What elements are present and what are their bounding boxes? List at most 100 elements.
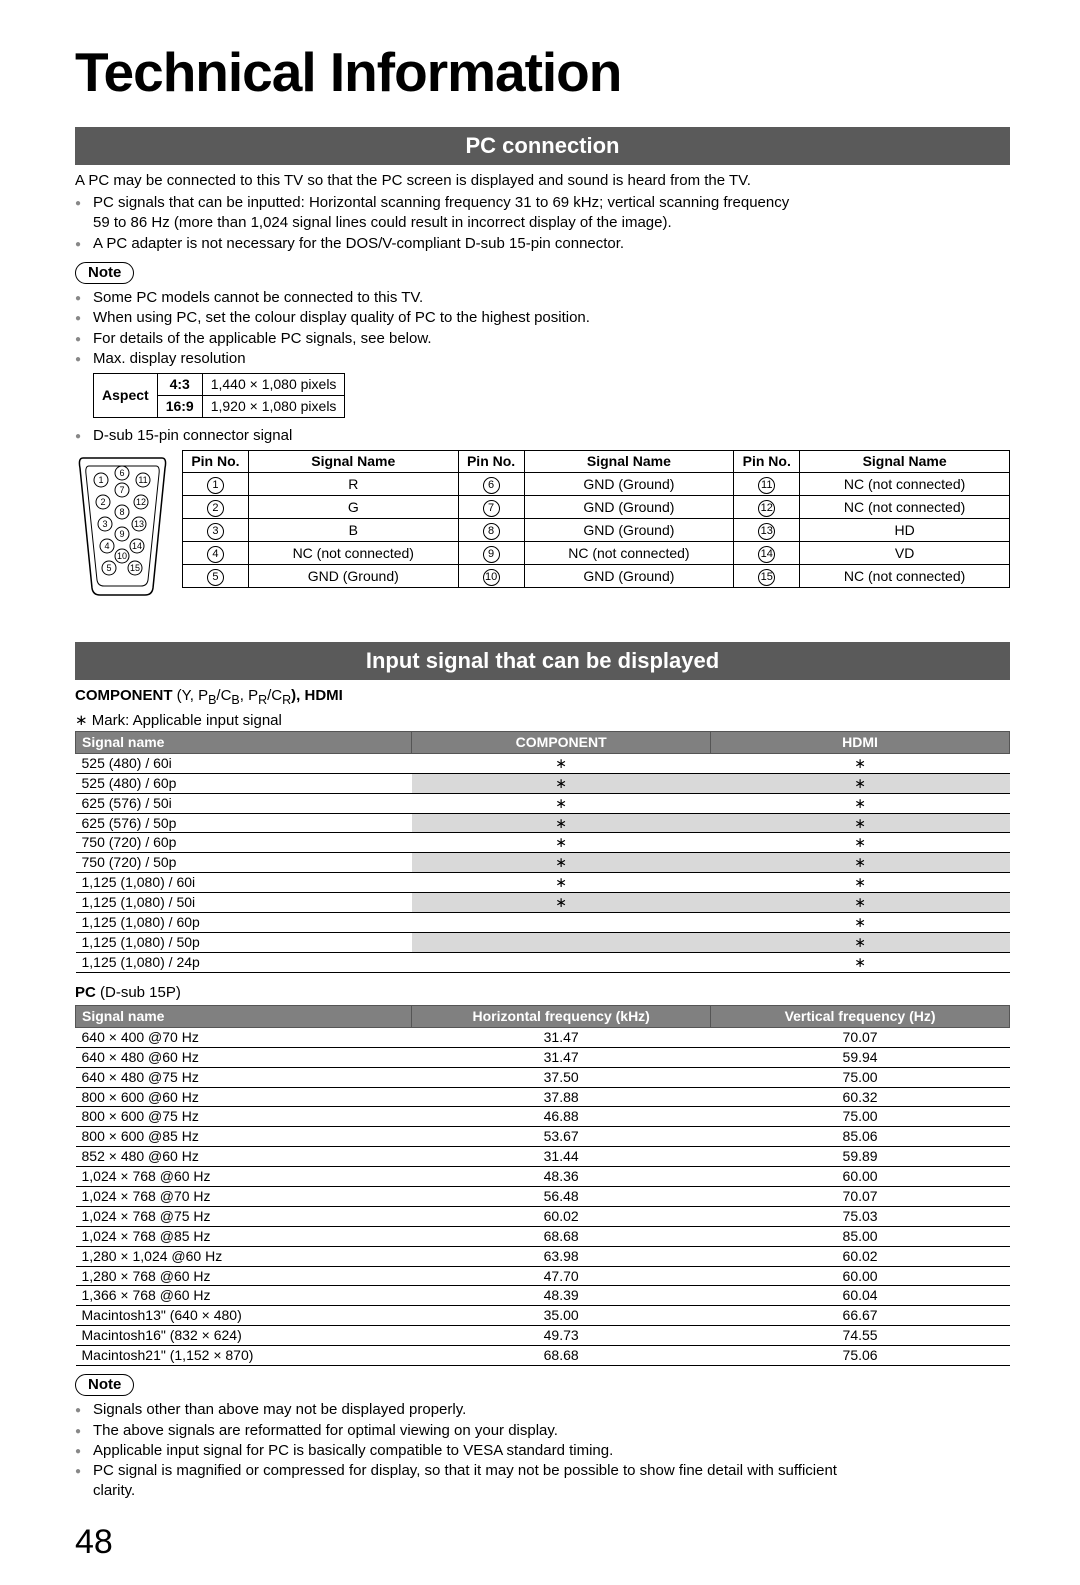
aspect-ratio-2: 16:9: [157, 396, 202, 418]
signal-row: 1,125 (1,080) / 60i∗∗: [76, 873, 1010, 893]
page-title: Technical Information: [75, 35, 1010, 109]
component-mark-cell: ∗: [412, 753, 711, 773]
signal-name-cell: NC (not connected): [800, 496, 1010, 519]
pc-vfreq-cell: 75.00: [711, 1107, 1010, 1127]
signal-row: 625 (576) / 50i∗∗: [76, 793, 1010, 813]
pc-signal-name-cell: 1,280 × 1,024 @60 Hz: [76, 1246, 412, 1266]
pin-th-2: Pin No.: [458, 451, 524, 473]
pc-signal-name-cell: Macintosh21" (1,152 × 870): [76, 1346, 412, 1366]
pin-number-cell: 3: [183, 519, 249, 542]
pc-hfreq-cell: 48.36: [412, 1167, 711, 1187]
pc-hfreq-cell: 68.68: [412, 1226, 711, 1246]
note-label-2: Note: [75, 1374, 134, 1396]
footnote-3: Applicable input signal for PC is basica…: [75, 1441, 1010, 1461]
pc-signal-row: Macintosh16" (832 × 624)49.7374.55: [76, 1326, 1010, 1346]
sig-header-component: COMPONENT: [412, 732, 711, 754]
pc-signal-row: 1,024 × 768 @70 Hz56.4870.07: [76, 1186, 1010, 1206]
pc-signal-name-cell: Macintosh13" (640 × 480): [76, 1306, 412, 1326]
bullet-pc-signals-cont: 59 to 86 Hz (more than 1,024 signal line…: [75, 213, 1010, 233]
pc-hfreq-cell: 47.70: [412, 1266, 711, 1286]
svg-text:2: 2: [100, 497, 105, 507]
aspect-res-1: 1,440 × 1,080 pixels: [202, 374, 345, 396]
pc-header-hfreq: Horizontal frequency (kHz): [412, 1005, 711, 1027]
component-mark-cell: ∗: [412, 893, 711, 913]
signal-name-cell: 625 (576) / 50p: [76, 813, 412, 833]
pin-th-3: Pin No.: [734, 451, 800, 473]
note-1: Some PC models cannot be connected to th…: [75, 288, 1010, 308]
pin-number-cell: 10: [458, 565, 524, 588]
hdmi-mark-cell: ∗: [711, 833, 1010, 853]
signal-name-cell: GND (Ground): [524, 496, 734, 519]
signal-name-cell: GND (Ground): [524, 473, 734, 496]
pc-signal-name-cell: 1,366 × 768 @60 Hz: [76, 1286, 412, 1306]
pc-vfreq-cell: 70.07: [711, 1186, 1010, 1206]
section-heading-input-signal: Input signal that can be displayed: [75, 642, 1010, 680]
pc-vfreq-cell: 60.04: [711, 1286, 1010, 1306]
pc-vfreq-cell: 66.67: [711, 1306, 1010, 1326]
pc-vfreq-cell: 85.06: [711, 1127, 1010, 1147]
pin-row: 4NC (not connected)9NC (not connected)14…: [183, 542, 1010, 565]
signal-name-cell: R: [248, 473, 458, 496]
signal-row: 525 (480) / 60p∗∗: [76, 773, 1010, 793]
svg-text:6: 6: [119, 468, 124, 478]
pc-signal-row: 852 × 480 @60 Hz31.4459.89: [76, 1147, 1010, 1167]
svg-text:1: 1: [98, 475, 103, 485]
svg-text:11: 11: [138, 475, 147, 485]
signal-name-cell: NC (not connected): [524, 542, 734, 565]
svg-text:15: 15: [130, 563, 140, 573]
pc-signal-name-cell: 852 × 480 @60 Hz: [76, 1147, 412, 1167]
pc-vfreq-cell: 74.55: [711, 1326, 1010, 1346]
pc-vfreq-cell: 60.00: [711, 1167, 1010, 1187]
footnote-4-cont: clarity.: [75, 1481, 1010, 1501]
pc-signal-row: 1,024 × 768 @85 Hz68.6885.00: [76, 1226, 1010, 1246]
signal-name-cell: 1,125 (1,080) / 50i: [76, 893, 412, 913]
pin-number-cell: 12: [734, 496, 800, 519]
pin-th-1: Pin No.: [183, 451, 249, 473]
pin-number-cell: 4: [183, 542, 249, 565]
hdmi-mark-cell: ∗: [711, 913, 1010, 933]
hdmi-mark-cell: ∗: [711, 873, 1010, 893]
sig-th-3: Signal Name: [800, 451, 1010, 473]
pc-signal-row: Macintosh21" (1,152 × 870)68.6875.06: [76, 1346, 1010, 1366]
note-label: Note: [75, 262, 134, 284]
pc-hfreq-cell: 56.48: [412, 1186, 711, 1206]
pc-signal-name-cell: 1,024 × 768 @85 Hz: [76, 1226, 412, 1246]
signal-name-cell: HD: [800, 519, 1010, 542]
pc-signal-row: 800 × 600 @85 Hz53.6785.06: [76, 1127, 1010, 1147]
pc-hfreq-cell: 31.44: [412, 1147, 711, 1167]
pc-vfreq-cell: 70.07: [711, 1027, 1010, 1047]
pc-vfreq-cell: 60.32: [711, 1087, 1010, 1107]
signal-name-cell: NC (not connected): [800, 473, 1010, 496]
aspect-table: Aspect 4:3 1,440 × 1,080 pixels 16:9 1,9…: [93, 373, 345, 418]
pc-signal-table: Signal name Horizontal frequency (kHz) V…: [75, 1005, 1010, 1366]
component-mark-cell: ∗: [412, 773, 711, 793]
signal-name-cell: GND (Ground): [524, 519, 734, 542]
pc-hfreq-cell: 53.67: [412, 1127, 711, 1147]
pin-number-cell: 5: [183, 565, 249, 588]
pc-hfreq-cell: 31.47: [412, 1047, 711, 1067]
pc-vfreq-cell: 85.00: [711, 1226, 1010, 1246]
signal-name-cell: VD: [800, 542, 1010, 565]
pin-row: 3B8GND (Ground)13HD: [183, 519, 1010, 542]
pc-signal-row: 1,280 × 1,024 @60 Hz63.9860.02: [76, 1246, 1010, 1266]
signal-row: 1,125 (1,080) / 50p∗: [76, 932, 1010, 952]
svg-text:14: 14: [132, 541, 142, 551]
pin-row: 2G7GND (Ground)12NC (not connected): [183, 496, 1010, 519]
pc-vfreq-cell: 59.94: [711, 1047, 1010, 1067]
component-mark-cell: ∗: [412, 813, 711, 833]
pc-header-vfreq: Vertical frequency (Hz): [711, 1005, 1010, 1027]
signal-name-cell: 525 (480) / 60i: [76, 753, 412, 773]
signal-name-cell: GND (Ground): [248, 565, 458, 588]
hdmi-mark-cell: ∗: [711, 793, 1010, 813]
note-4: Max. display resolution: [75, 349, 1010, 369]
dsub-connector-diagram: 1 7 6 11 2 8 12 3 13 9 4 14 10 5 15: [75, 450, 170, 600]
section-heading-pc-connection: PC connection: [75, 127, 1010, 165]
signal-name-cell: 1,125 (1,080) / 50p: [76, 932, 412, 952]
component-mark-cell: [412, 913, 711, 933]
pc-signal-name-cell: 800 × 600 @75 Hz: [76, 1107, 412, 1127]
pc-hfreq-cell: 60.02: [412, 1206, 711, 1226]
signal-row: 1,125 (1,080) / 24p∗: [76, 952, 1010, 972]
pin-number-cell: 13: [734, 519, 800, 542]
hdmi-mark-cell: ∗: [711, 853, 1010, 873]
pc-signal-name-cell: 640 × 480 @60 Hz: [76, 1047, 412, 1067]
